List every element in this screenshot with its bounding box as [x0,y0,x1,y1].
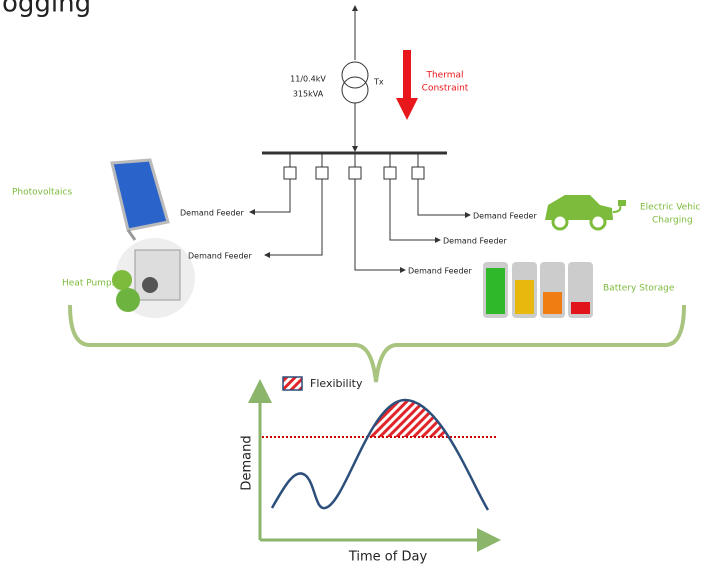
feeder-line [389,179,441,243]
brace [68,304,686,383]
rating: 11/0.4kV [290,75,326,84]
feeder-label: Demand Feeder [188,252,252,261]
feeder-line [249,179,291,215]
demand-curve [270,398,490,511]
feeder-breaker [315,166,329,180]
battery-label: Battery Storage [603,284,675,294]
feeder-breaker [283,166,297,180]
title: ogging [2,0,91,19]
feeder-breaker [348,166,362,180]
feeder-line [354,179,406,273]
constraint-label: Constraint [422,84,469,94]
ev-car [545,195,626,231]
heat-pump [112,238,195,318]
batteries [483,262,593,318]
feeder-breaker [411,166,425,180]
feeder-line [264,179,323,258]
y-label: Demand [240,435,255,490]
legend-swatch [282,376,303,391]
constraint-arrow [396,50,418,120]
pv-label: Photovoltaics [12,188,72,198]
ev-label: Charging [652,216,693,226]
chart: Flexibility Demand Time of Day [240,376,501,565]
feeder-breaker [383,166,397,180]
feeder-label: Demand Feeder [443,237,507,246]
feeder-line [417,179,471,218]
feeder-label: Demand Feeder [180,209,244,218]
ev-label: Electric Vehic [640,203,700,213]
legend-label: Flexibility [310,377,363,390]
rating: 315kVA [293,90,324,99]
solar-panel [110,158,170,241]
x-label: Time of Day [348,550,428,565]
constraint-label: Thermal [425,71,463,81]
network [249,5,471,273]
tx-label: Tx [373,78,384,87]
feeder-label: Demand Feeder [473,212,537,221]
feeder-label: Demand Feeder [408,267,472,276]
hp-label: Heat Pumps [62,279,117,289]
